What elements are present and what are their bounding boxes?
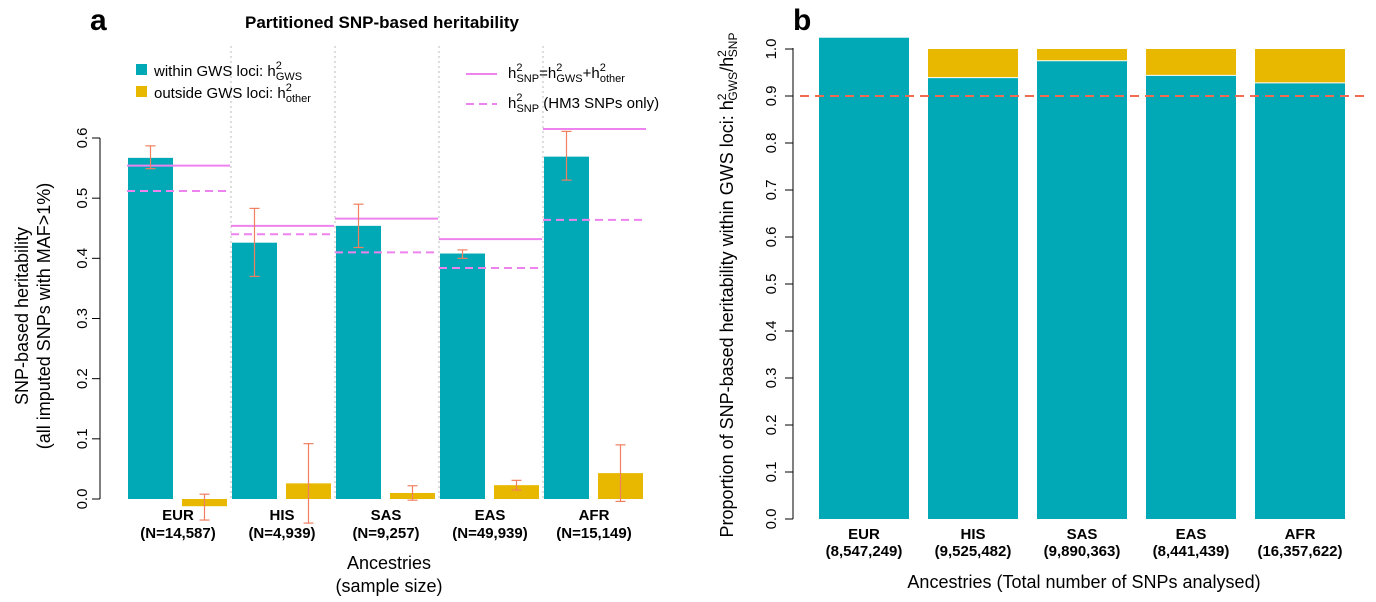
- panel-a-xlabel-line1: Ancestries: [347, 553, 431, 573]
- panel-b-y-tick-label: 0.0: [763, 509, 780, 530]
- panel-b-category-label: SAS: [1067, 526, 1098, 543]
- panel-a-category-label: EUR: [162, 507, 194, 524]
- panel-a-heritability-lines: [127, 127, 646, 269]
- panel-a-bars: [128, 156, 643, 507]
- panel-a-y-tick-label: 0.5: [74, 188, 91, 209]
- panel-b-letter: b: [793, 4, 811, 37]
- panel-b-category-label: HIS: [960, 526, 985, 543]
- panel-a-y-tick-label: 0.1: [74, 428, 91, 449]
- panel-b-y-tick-label: 0.4: [763, 321, 780, 342]
- panel-b-bar-within-his: [928, 77, 1018, 520]
- panel-a: a Partitioned SNP-based heritability 0.0…: [12, 4, 659, 596]
- panel-a-category-sublabel: (N=14,587): [140, 525, 215, 542]
- panel-b-category-sublabel: (16,357,622): [1257, 543, 1342, 560]
- panel-b-category-label: EUR: [848, 526, 880, 543]
- panel-b-bar-outside-eas: [1146, 49, 1236, 76]
- panel-b-y-tick-label: 1.0: [763, 39, 780, 60]
- panel-b-y-tick-label: 0.3: [763, 368, 780, 389]
- panel-a-y-tick-label: 0.2: [74, 368, 91, 389]
- panel-a-y-tick-label: 0.6: [74, 128, 91, 149]
- bar-within-sas: [336, 225, 381, 499]
- panel-a-category-sublabel: (N=4,939): [248, 525, 315, 542]
- panel-a-category-sublabel: (N=15,149): [556, 525, 631, 542]
- panel-b-y-tick-label: 0.1: [763, 462, 780, 483]
- panel-b-y-ticks: 0.0 0.1 0.2 0.3 0.4 0.5 0.6 0.7 0.8 0.9 1.0: [763, 39, 793, 530]
- panel-a-category-sublabel: (N=49,939): [452, 525, 527, 542]
- panel-a-letter: a: [90, 4, 107, 37]
- panel-b-y-tick-label: 0.5: [763, 274, 780, 295]
- bar-within-eas: [440, 253, 485, 499]
- panel-b: b 0.0 0.1 0.2 0.3 0.4 0.5 0.6 0.7 0.8 0.9 1.0 Prop…: [715, 4, 1368, 592]
- legend-dashed-label: h2 SNP (HM3 SNPs only): [508, 92, 659, 115]
- panel-b-bar-within-eas: [1146, 75, 1236, 519]
- panel-b-y-tick-label: 0.8: [763, 133, 780, 154]
- panel-b-category-sublabel: (8,441,439): [1153, 543, 1230, 560]
- panel-b-bar-within-afr: [1255, 82, 1345, 519]
- bar-outside-eas: [494, 485, 539, 499]
- panel-a-separators: [230, 46, 544, 500]
- bar-within-eur: [128, 157, 173, 500]
- panel-a-ylabel-line2: (all imputed SNPs with MAF>1%): [34, 183, 54, 450]
- panel-a-category-label: SAS: [371, 507, 402, 524]
- bar-within-his: [232, 242, 277, 499]
- panel-b-bar-outside-sas: [1037, 49, 1127, 61]
- panel-b-category-sublabel: (9,525,482): [935, 543, 1012, 560]
- panel-a-category-label: EAS: [475, 507, 506, 524]
- panel-b-category-label: AFR: [1285, 526, 1316, 543]
- bar-within-afr: [544, 156, 589, 499]
- panel-a-xlabel-line2: (sample size): [335, 576, 442, 596]
- panel-b-category-labels: EUR(8,547,249) HIS(9,525,482) SAS(9,890,36…: [826, 526, 1343, 560]
- panel-b-category-sublabel: (8,547,249): [826, 543, 903, 560]
- panel-b-category-label: EAS: [1176, 526, 1207, 543]
- legend-outside-label: outside GWS loci: h2 other: [154, 82, 311, 105]
- panel-a-category-label: HIS: [269, 507, 294, 524]
- panel-a-y-tick-label: 0.4: [74, 248, 91, 269]
- panel-a-y-ticks: 0.0 0.1 0.2 0.3 0.4 0.5 0.6: [74, 128, 100, 510]
- legend-within-swatch: [136, 64, 147, 75]
- legend-outside-swatch: [136, 86, 147, 97]
- panel-b-y-tick-label: 0.2: [763, 415, 780, 436]
- panel-b-bar-within-eur: [819, 37, 909, 519]
- panel-b-bar-within-sas: [1037, 60, 1127, 519]
- panel-b-category-sublabel: (9,890,363): [1044, 543, 1121, 560]
- panel-a-y-tick-label: 0.0: [74, 489, 91, 510]
- panel-a-legend-right: h2 SNP=h2 GWS+h2 other h2 SNP (HM3 SNPs only…: [466, 62, 659, 115]
- legend-solid-label: h2 SNP=h2 GWS+h2 other: [508, 62, 625, 85]
- legend-within-label: within GWS loci: h2 GWS: [153, 60, 302, 83]
- panel-a-error-bars: [145, 130, 626, 524]
- panel-b-bar-outside-afr: [1255, 49, 1345, 83]
- panel-a-category-labels: EUR(N=14,587) HIS(N=4,939) SAS(N=9,257) EAS…: [140, 507, 631, 542]
- panel-a-category-label: AFR: [579, 507, 610, 524]
- panel-b-ylabel: Proportion of SNP-based heritability wit…: [715, 33, 740, 538]
- panel-b-y-tick-label: 0.6: [763, 227, 780, 248]
- panel-a-legend-left: within GWS loci: h2 GWS outside GWS loci:…: [136, 60, 311, 105]
- panel-a-ylabel-line1: SNP-based heritability: [12, 227, 32, 405]
- panel-a-title: Partitioned SNP-based heritability: [245, 13, 519, 32]
- panel-b-y-tick-label: 0.7: [763, 180, 780, 201]
- panel-b-y-tick-label: 0.9: [763, 86, 780, 107]
- panel-b-bars: [819, 37, 1345, 520]
- panel-b-bar-outside-his: [928, 49, 1018, 78]
- panel-a-category-sublabel: (N=9,257): [352, 525, 419, 542]
- panel-a-y-tick-label: 0.3: [74, 308, 91, 329]
- panel-b-xlabel: Ancestries (Total number of SNPs analyse…: [907, 572, 1260, 592]
